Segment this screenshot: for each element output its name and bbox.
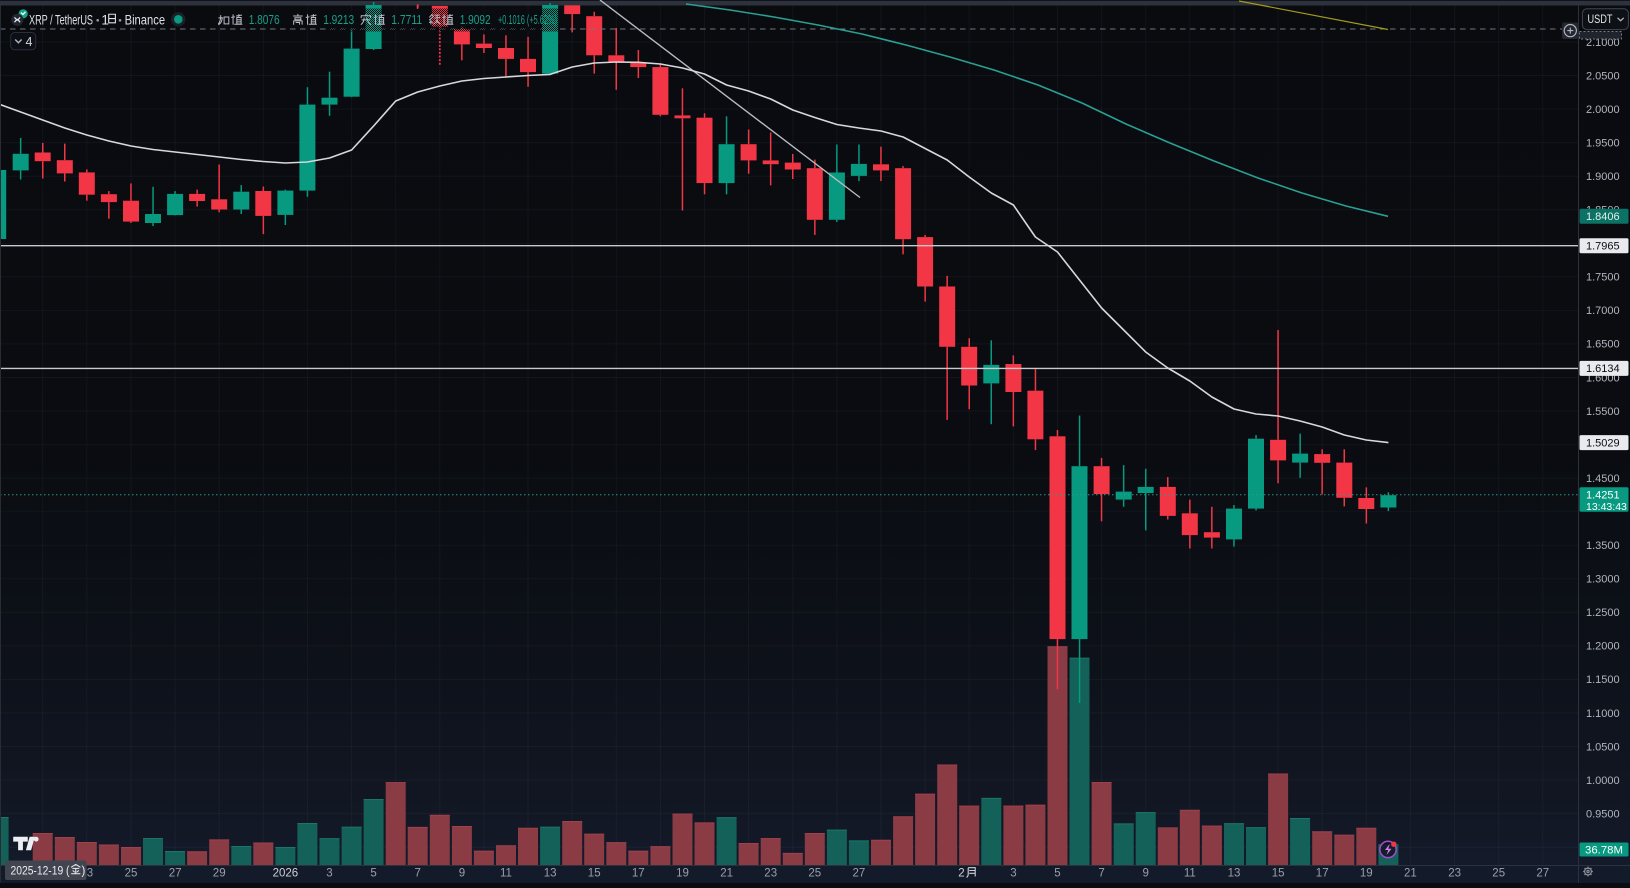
svg-text:): ) xyxy=(82,866,86,878)
svg-text:1.4251: 1.4251 xyxy=(1586,490,1620,502)
svg-text:1.2000: 1.2000 xyxy=(1586,641,1620,653)
svg-text:25: 25 xyxy=(808,868,821,880)
svg-text:19: 19 xyxy=(1360,868,1373,880)
svg-text:19: 19 xyxy=(676,868,689,880)
svg-text:23: 23 xyxy=(1448,868,1461,880)
svg-text:1.5029: 1.5029 xyxy=(1586,437,1620,449)
svg-text:1.1000: 1.1000 xyxy=(1586,708,1620,720)
svg-text:3: 3 xyxy=(1010,868,1016,880)
svg-text:13:43:43: 13:43:43 xyxy=(1586,501,1627,513)
svg-text:15: 15 xyxy=(1272,868,1285,880)
svg-text:1.1500: 1.1500 xyxy=(1586,674,1620,686)
svg-text:1.4500: 1.4500 xyxy=(1586,473,1620,485)
svg-text:7: 7 xyxy=(414,868,420,880)
svg-text:0.9500: 0.9500 xyxy=(1586,808,1620,820)
svg-text:XRP / TetherUS: XRP / TetherUS xyxy=(29,13,93,28)
svg-text:1.3000: 1.3000 xyxy=(1586,574,1620,586)
svg-text:17: 17 xyxy=(1316,868,1329,880)
svg-text:1.9000: 1.9000 xyxy=(1586,171,1620,183)
svg-text:5: 5 xyxy=(370,868,376,880)
svg-text:2025-12-19 (: 2025-12-19 ( xyxy=(11,866,70,878)
svg-text:21: 21 xyxy=(720,868,733,880)
svg-text:29: 29 xyxy=(213,868,226,880)
svg-text:1.6134: 1.6134 xyxy=(1586,363,1620,375)
svg-text:1: 1 xyxy=(101,13,109,28)
svg-text:1.8406: 1.8406 xyxy=(1586,211,1620,223)
svg-text:1.7000: 1.7000 xyxy=(1586,305,1620,317)
svg-text:17: 17 xyxy=(632,868,645,880)
svg-text:2026: 2026 xyxy=(273,868,299,880)
svg-text:1.7500: 1.7500 xyxy=(1586,272,1620,284)
svg-text:+0.1016 (+5.62%): +0.1016 (+5.62%) xyxy=(498,12,557,27)
svg-text:5: 5 xyxy=(1054,868,1060,880)
svg-text:1.0000: 1.0000 xyxy=(1586,775,1620,787)
svg-text:1.9092: 1.9092 xyxy=(460,12,491,27)
svg-text:27: 27 xyxy=(853,868,866,880)
svg-text:1.2500: 1.2500 xyxy=(1586,607,1620,619)
svg-text:USDT: USDT xyxy=(1588,14,1613,26)
svg-text:1.3500: 1.3500 xyxy=(1586,540,1620,552)
svg-text:2.0000: 2.0000 xyxy=(1586,104,1620,116)
svg-text:27: 27 xyxy=(1536,868,1549,880)
svg-text:21: 21 xyxy=(1404,868,1417,880)
svg-text:23: 23 xyxy=(764,868,777,880)
svg-text:9: 9 xyxy=(459,868,465,880)
svg-text:27: 27 xyxy=(169,868,182,880)
svg-text:1.6500: 1.6500 xyxy=(1586,339,1620,351)
svg-text:1.8076: 1.8076 xyxy=(249,12,280,27)
svg-text:11: 11 xyxy=(1184,868,1196,880)
svg-text:9: 9 xyxy=(1142,868,1148,880)
svg-text:13: 13 xyxy=(1228,868,1241,880)
svg-text:1.5500: 1.5500 xyxy=(1586,406,1620,418)
svg-text:4: 4 xyxy=(26,35,33,49)
svg-text:1.0500: 1.0500 xyxy=(1586,741,1620,753)
svg-text:1.9500: 1.9500 xyxy=(1586,137,1620,149)
svg-text:15: 15 xyxy=(588,868,601,880)
svg-text:2.0500: 2.0500 xyxy=(1586,70,1620,82)
svg-text:13: 13 xyxy=(544,868,557,880)
svg-text:25: 25 xyxy=(1492,868,1505,880)
svg-text:3: 3 xyxy=(326,868,332,880)
svg-text:2: 2 xyxy=(958,868,964,880)
svg-text:Binance: Binance xyxy=(125,13,166,28)
svg-text:1.7711: 1.7711 xyxy=(391,12,422,27)
svg-text:25: 25 xyxy=(125,868,138,880)
svg-text:1.7965: 1.7965 xyxy=(1586,241,1620,253)
svg-text:1.9213: 1.9213 xyxy=(323,12,354,27)
svg-text:36.78M: 36.78M xyxy=(1585,844,1623,856)
svg-text:11: 11 xyxy=(500,868,512,880)
svg-text:7: 7 xyxy=(1098,868,1104,880)
